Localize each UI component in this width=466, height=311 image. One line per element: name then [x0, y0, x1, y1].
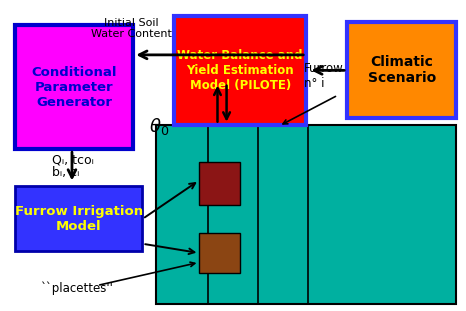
FancyBboxPatch shape	[174, 16, 306, 124]
FancyBboxPatch shape	[347, 22, 456, 118]
Text: Furrow
n° i: Furrow n° i	[304, 63, 343, 91]
FancyBboxPatch shape	[199, 162, 240, 205]
Text: Initial Soil
Water Content: Initial Soil Water Content	[91, 18, 171, 39]
Text: Conditional
Parameter
Generator: Conditional Parameter Generator	[32, 66, 117, 109]
Text: Water Balance and
Yield Estimation
Model (PILOTE): Water Balance and Yield Estimation Model…	[178, 49, 303, 92]
FancyBboxPatch shape	[15, 187, 143, 252]
FancyBboxPatch shape	[15, 26, 133, 149]
FancyBboxPatch shape	[156, 124, 456, 304]
FancyBboxPatch shape	[199, 233, 240, 273]
Text: bᵢ, cᵢ: bᵢ, cᵢ	[52, 166, 79, 179]
Text: Qᵢ, tcoᵢ: Qᵢ, tcoᵢ	[52, 153, 93, 166]
Text: Climatic
Scenario: Climatic Scenario	[368, 55, 436, 86]
Text: Furrow Irrigation
Model: Furrow Irrigation Model	[15, 205, 143, 233]
Text: $\theta_0$: $\theta_0$	[149, 116, 170, 137]
Text: ``placettes'': ``placettes''	[40, 281, 113, 295]
